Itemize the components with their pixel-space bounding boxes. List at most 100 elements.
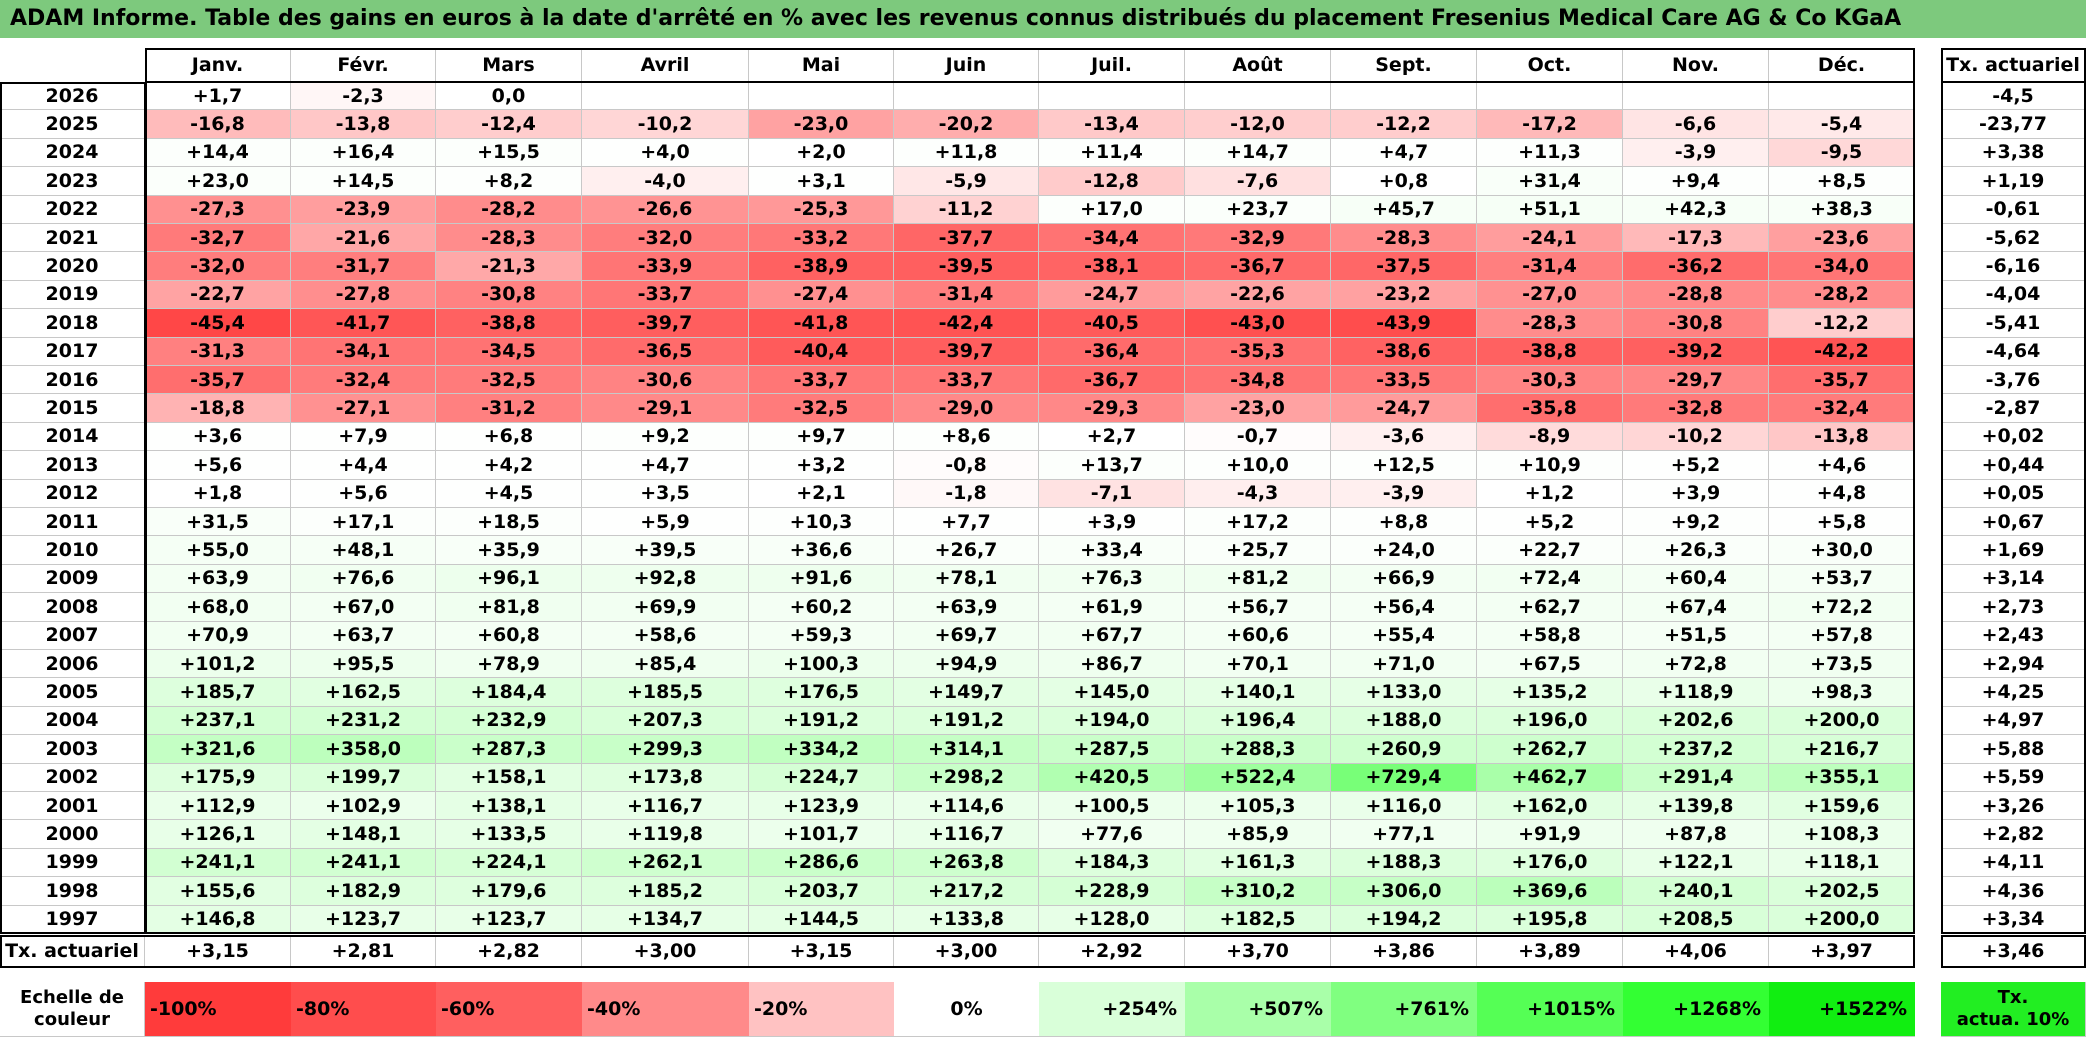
table-cell: +68,0 — [145, 593, 291, 622]
color-scale-stop: +761% — [1331, 982, 1477, 1037]
rate-cell: +4,36 — [1941, 877, 2086, 906]
table-cell: +78,9 — [436, 650, 582, 679]
table-cell: +23,7 — [1185, 195, 1331, 224]
table-cell: +288,3 — [1185, 735, 1331, 764]
rate-cell: +4,11 — [1941, 848, 2086, 878]
table-cell: -4,3 — [1185, 479, 1331, 508]
table-cell: +207,3 — [582, 706, 749, 736]
table-cell: +145,0 — [1039, 678, 1185, 707]
table-cell: -35,7 — [1769, 366, 1915, 395]
year-label: 2025 — [0, 110, 145, 139]
table-cell: +17,0 — [1039, 195, 1185, 224]
rate-cell: +3,34 — [1941, 905, 2086, 934]
table-cell: +118,9 — [1623, 678, 1769, 707]
table-cell: +60,2 — [749, 593, 894, 622]
summary-rate-cell: +3,46 — [1941, 935, 2086, 967]
table-cell: +159,6 — [1769, 792, 1915, 821]
table-cell: +133,0 — [1331, 678, 1477, 707]
table-cell: -30,3 — [1477, 366, 1623, 395]
table-cell: +139,8 — [1623, 792, 1769, 821]
rate-cell: +2,43 — [1941, 621, 2086, 650]
table-cell: -13,4 — [1039, 110, 1185, 139]
table-cell: +4,8 — [1769, 479, 1915, 508]
table-cell: +202,6 — [1623, 706, 1769, 736]
table-cell: -30,6 — [582, 366, 749, 395]
table-cell: +25,7 — [1185, 536, 1331, 565]
table-cell: +66,9 — [1331, 564, 1477, 594]
table-cell: -23,6 — [1769, 224, 1915, 253]
table-cell: +45,7 — [1331, 195, 1477, 224]
table-cell: -18,8 — [145, 394, 291, 423]
table-cell: +9,4 — [1623, 167, 1769, 196]
rate-cell: -4,64 — [1941, 337, 2086, 366]
table-cell: +148,1 — [291, 820, 436, 849]
table-cell: +161,3 — [1185, 848, 1331, 878]
table-cell: +3,5 — [582, 479, 749, 508]
table-cell — [749, 82, 894, 111]
color-scale-stop: -60% — [436, 982, 582, 1037]
table-cell: -40,5 — [1039, 309, 1185, 338]
rate-cell: +4,25 — [1941, 678, 2086, 707]
table-cell: +228,9 — [1039, 877, 1185, 906]
column-header: Nov. — [1623, 48, 1769, 82]
table-cell: +162,5 — [291, 678, 436, 707]
summary-cell: +3,86 — [1331, 935, 1477, 967]
table-cell: -32,0 — [145, 252, 291, 281]
table-cell: +35,9 — [436, 536, 582, 565]
table-cell: +100,5 — [1039, 792, 1185, 821]
table-cell: +67,7 — [1039, 621, 1185, 650]
table-cell: -39,7 — [582, 309, 749, 338]
table-cell: +70,1 — [1185, 650, 1331, 679]
table-cell: -23,9 — [291, 195, 436, 224]
table-cell: +128,0 — [1039, 905, 1185, 934]
table-cell: +94,9 — [894, 650, 1039, 679]
rate-cell: -3,76 — [1941, 366, 2086, 395]
table-cell: -4,0 — [582, 167, 749, 196]
table-cell: -28,2 — [436, 195, 582, 224]
table-cell: +3,1 — [749, 167, 894, 196]
table-cell: +224,1 — [436, 848, 582, 878]
table-cell: +522,4 — [1185, 763, 1331, 792]
table-cell: +134,7 — [582, 905, 749, 934]
table-cell: +4,5 — [436, 479, 582, 508]
table-cell: -39,7 — [894, 337, 1039, 366]
table-cell — [582, 82, 749, 111]
color-scale-label-line2: couleur — [34, 1009, 110, 1030]
table-cell: +6,8 — [436, 422, 582, 452]
summary-cell: +3,15 — [749, 935, 894, 967]
table-cell: +188,3 — [1331, 848, 1477, 878]
table-cell: +369,6 — [1477, 877, 1623, 906]
table-cell: +122,1 — [1623, 848, 1769, 878]
table-cell: +17,1 — [291, 508, 436, 537]
table-cell: +260,9 — [1331, 735, 1477, 764]
table-cell: -31,3 — [145, 337, 291, 366]
table-cell: +237,2 — [1623, 735, 1769, 764]
table-cell: -32,4 — [291, 366, 436, 395]
table-cell: -33,7 — [894, 366, 1039, 395]
rate-cell: +3,38 — [1941, 138, 2086, 168]
table-cell: +67,0 — [291, 593, 436, 622]
table-cell: -32,0 — [582, 224, 749, 253]
table-cell: +42,3 — [1623, 195, 1769, 224]
table-cell: +26,3 — [1623, 536, 1769, 565]
table-cell: -42,4 — [894, 309, 1039, 338]
table-cell: -41,8 — [749, 309, 894, 338]
table-cell: -43,9 — [1331, 309, 1477, 338]
color-scale-stop: +1522% — [1769, 982, 1915, 1037]
table-cell: +96,1 — [436, 564, 582, 594]
table-cell: -11,2 — [894, 195, 1039, 224]
table-cell: -12,2 — [1769, 309, 1915, 338]
table-cell: +92,8 — [582, 564, 749, 594]
table-cell: +126,1 — [145, 820, 291, 849]
table-cell: +119,8 — [582, 820, 749, 849]
year-label: 2005 — [0, 678, 145, 707]
column-header: Mars — [436, 48, 582, 82]
rate-cell: -4,5 — [1941, 82, 2086, 111]
table-cell: +241,1 — [145, 848, 291, 878]
year-label: 2008 — [0, 593, 145, 622]
table-cell: +58,6 — [582, 621, 749, 650]
table-cell: +7,9 — [291, 422, 436, 452]
table-cell: -34,4 — [1039, 224, 1185, 253]
table-cell — [1769, 82, 1915, 111]
table-cell: +237,1 — [145, 706, 291, 736]
